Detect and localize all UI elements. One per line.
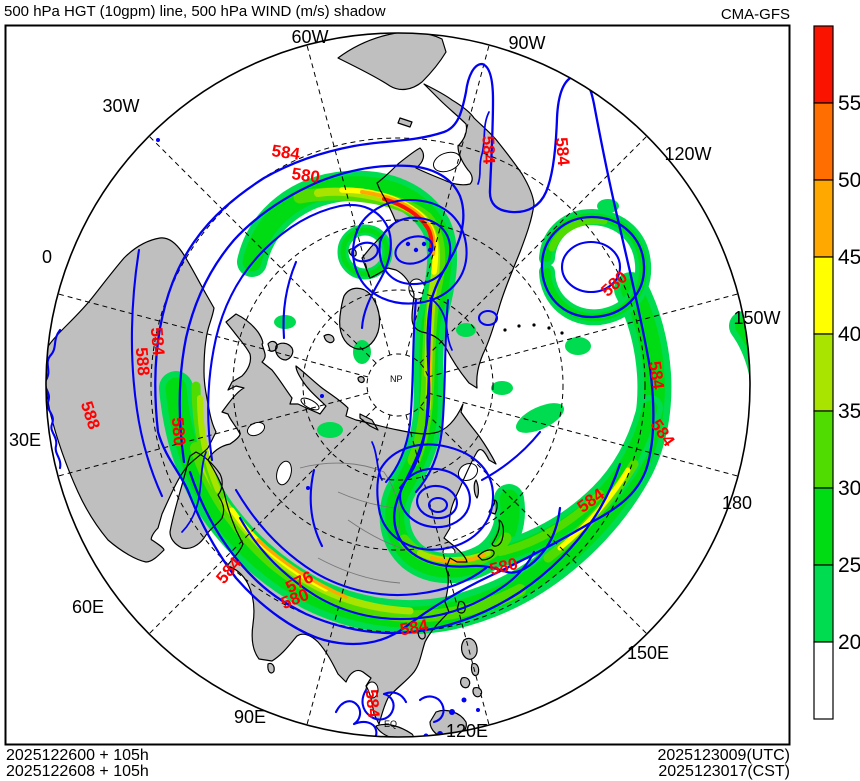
meridian-label-150W: 150W [733, 308, 780, 328]
contour-584 [154, 62, 655, 646]
meridian-label-120W: 120W [664, 144, 711, 164]
contour-580-south [188, 462, 622, 635]
meridian-label-150E: 150E [627, 643, 669, 663]
init-time-1: 2025122600 + 105h [6, 747, 149, 764]
contour-label-584: 584 [552, 137, 573, 167]
colorbar-segment [813, 333, 834, 412]
meridian-label-30E: 30E [9, 430, 41, 450]
coastlines [46, 33, 564, 737]
contour-588 [130, 248, 164, 498]
colorbar-tick-label: 35 [838, 400, 860, 423]
contour-label-580: 580 [290, 164, 321, 187]
contour-580-pacific-cutoff [540, 215, 646, 319]
meridian-label-120E: 120E [446, 721, 488, 741]
contour-label-584: 584 [147, 327, 168, 357]
colorbar-tick-label: 55 [838, 92, 860, 115]
contour-label-584: 584 [362, 689, 383, 719]
model-label: CMA-GFS [720, 6, 790, 23]
contour-label-588: 588 [132, 347, 153, 377]
init-time-2: 2025122608 + 105h [6, 763, 149, 780]
meridian-label-180: 180 [722, 493, 752, 513]
colorbar-tick-label: 25 [838, 554, 860, 577]
colorbar-segment [813, 564, 834, 643]
colorbar-segment [813, 102, 834, 181]
colorbar-tick-label: 45 [838, 246, 860, 269]
valid-time-utc: 2025123009(UTC) [657, 747, 790, 764]
contour-label-580: 580 [168, 417, 189, 447]
north-pole-label: NP [390, 374, 403, 384]
wind-speed-colorbar: 55 50 45 40 35 30 25 20 [813, 25, 860, 720]
meridian-label-30W: 30W [102, 96, 139, 116]
map-boundary-circle [45, 32, 751, 738]
valid-time-cst: 2025123017(CST) [658, 763, 790, 780]
contour-label-584: 584 [479, 135, 499, 165]
meridian-labels: 60W 90W 30W 120W 0 150W 30E 180 60E 150E 90E 120E [9, 27, 781, 741]
colorbar-segment [813, 256, 834, 335]
contour-label-584: 584 [398, 616, 430, 640]
chart-title: 500 hPa HGT (10gpm) line, 500 hPa WIND (… [4, 3, 386, 20]
height-contours [46, 62, 655, 737]
equator-label: EQ [384, 719, 397, 729]
colorbar-tick-label: 30 [838, 477, 860, 500]
colorbar-segment [813, 641, 834, 720]
colorbar-tick-label: 40 [838, 323, 860, 346]
colorbar-segment [813, 179, 834, 258]
meridian-label-60W: 60W [291, 27, 328, 47]
meridian-label-90E: 90E [234, 707, 266, 727]
contour-580 [178, 164, 562, 574]
meridian-label-0: 0 [42, 247, 52, 267]
colorbar-tick-label: 50 [838, 169, 860, 192]
contour-label-584: 584 [645, 360, 668, 391]
colorbar-tick-label: 20 [838, 631, 860, 654]
colorbar-segment [813, 410, 834, 489]
admin-borders [299, 462, 413, 584]
meridian-label-60E: 60E [72, 597, 104, 617]
aleutian-islands [503, 323, 564, 335]
colorbar-segment [813, 487, 834, 566]
contour-576-south [238, 516, 536, 621]
contour-576 [207, 204, 392, 462]
contour-label-584: 584 [270, 141, 301, 164]
caspian-sea [276, 460, 292, 486]
landmasses [46, 33, 534, 737]
colorbar-segment [813, 25, 834, 104]
meridian-label-90W: 90W [508, 33, 545, 53]
